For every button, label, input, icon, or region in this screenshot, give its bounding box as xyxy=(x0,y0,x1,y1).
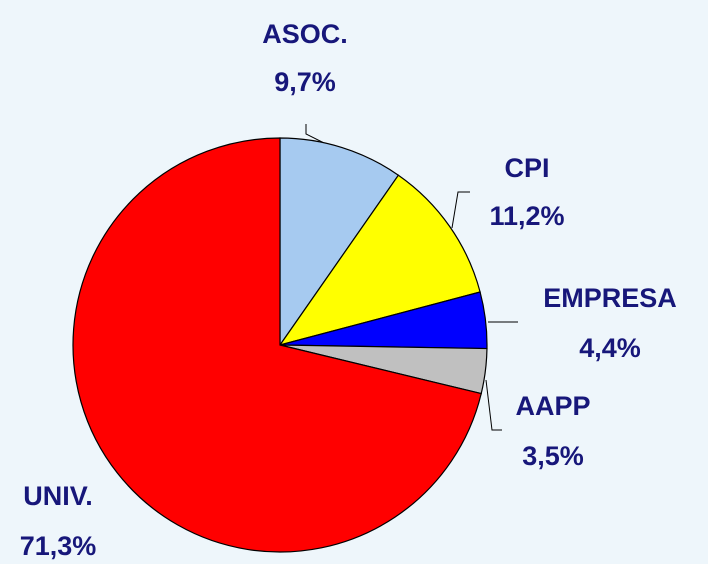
value-label: 9,7% xyxy=(274,67,336,97)
pie-slice xyxy=(72,137,482,553)
pie-slice xyxy=(278,174,481,346)
value-label: 11,2% xyxy=(489,201,564,231)
slice-label: EMPRESA xyxy=(543,283,677,313)
slice-label: UNIV. xyxy=(23,481,93,511)
slice-label: ASOC. xyxy=(262,19,348,49)
slice-label: CPI xyxy=(504,153,549,183)
pie-slice xyxy=(279,137,400,347)
leader-line xyxy=(485,379,502,431)
value-label: 71,3% xyxy=(20,531,97,561)
slice-label: AAPP xyxy=(515,391,590,421)
leader-line xyxy=(451,191,470,229)
value-label: 4,4% xyxy=(579,333,641,363)
value-label: 3,5% xyxy=(522,441,584,471)
